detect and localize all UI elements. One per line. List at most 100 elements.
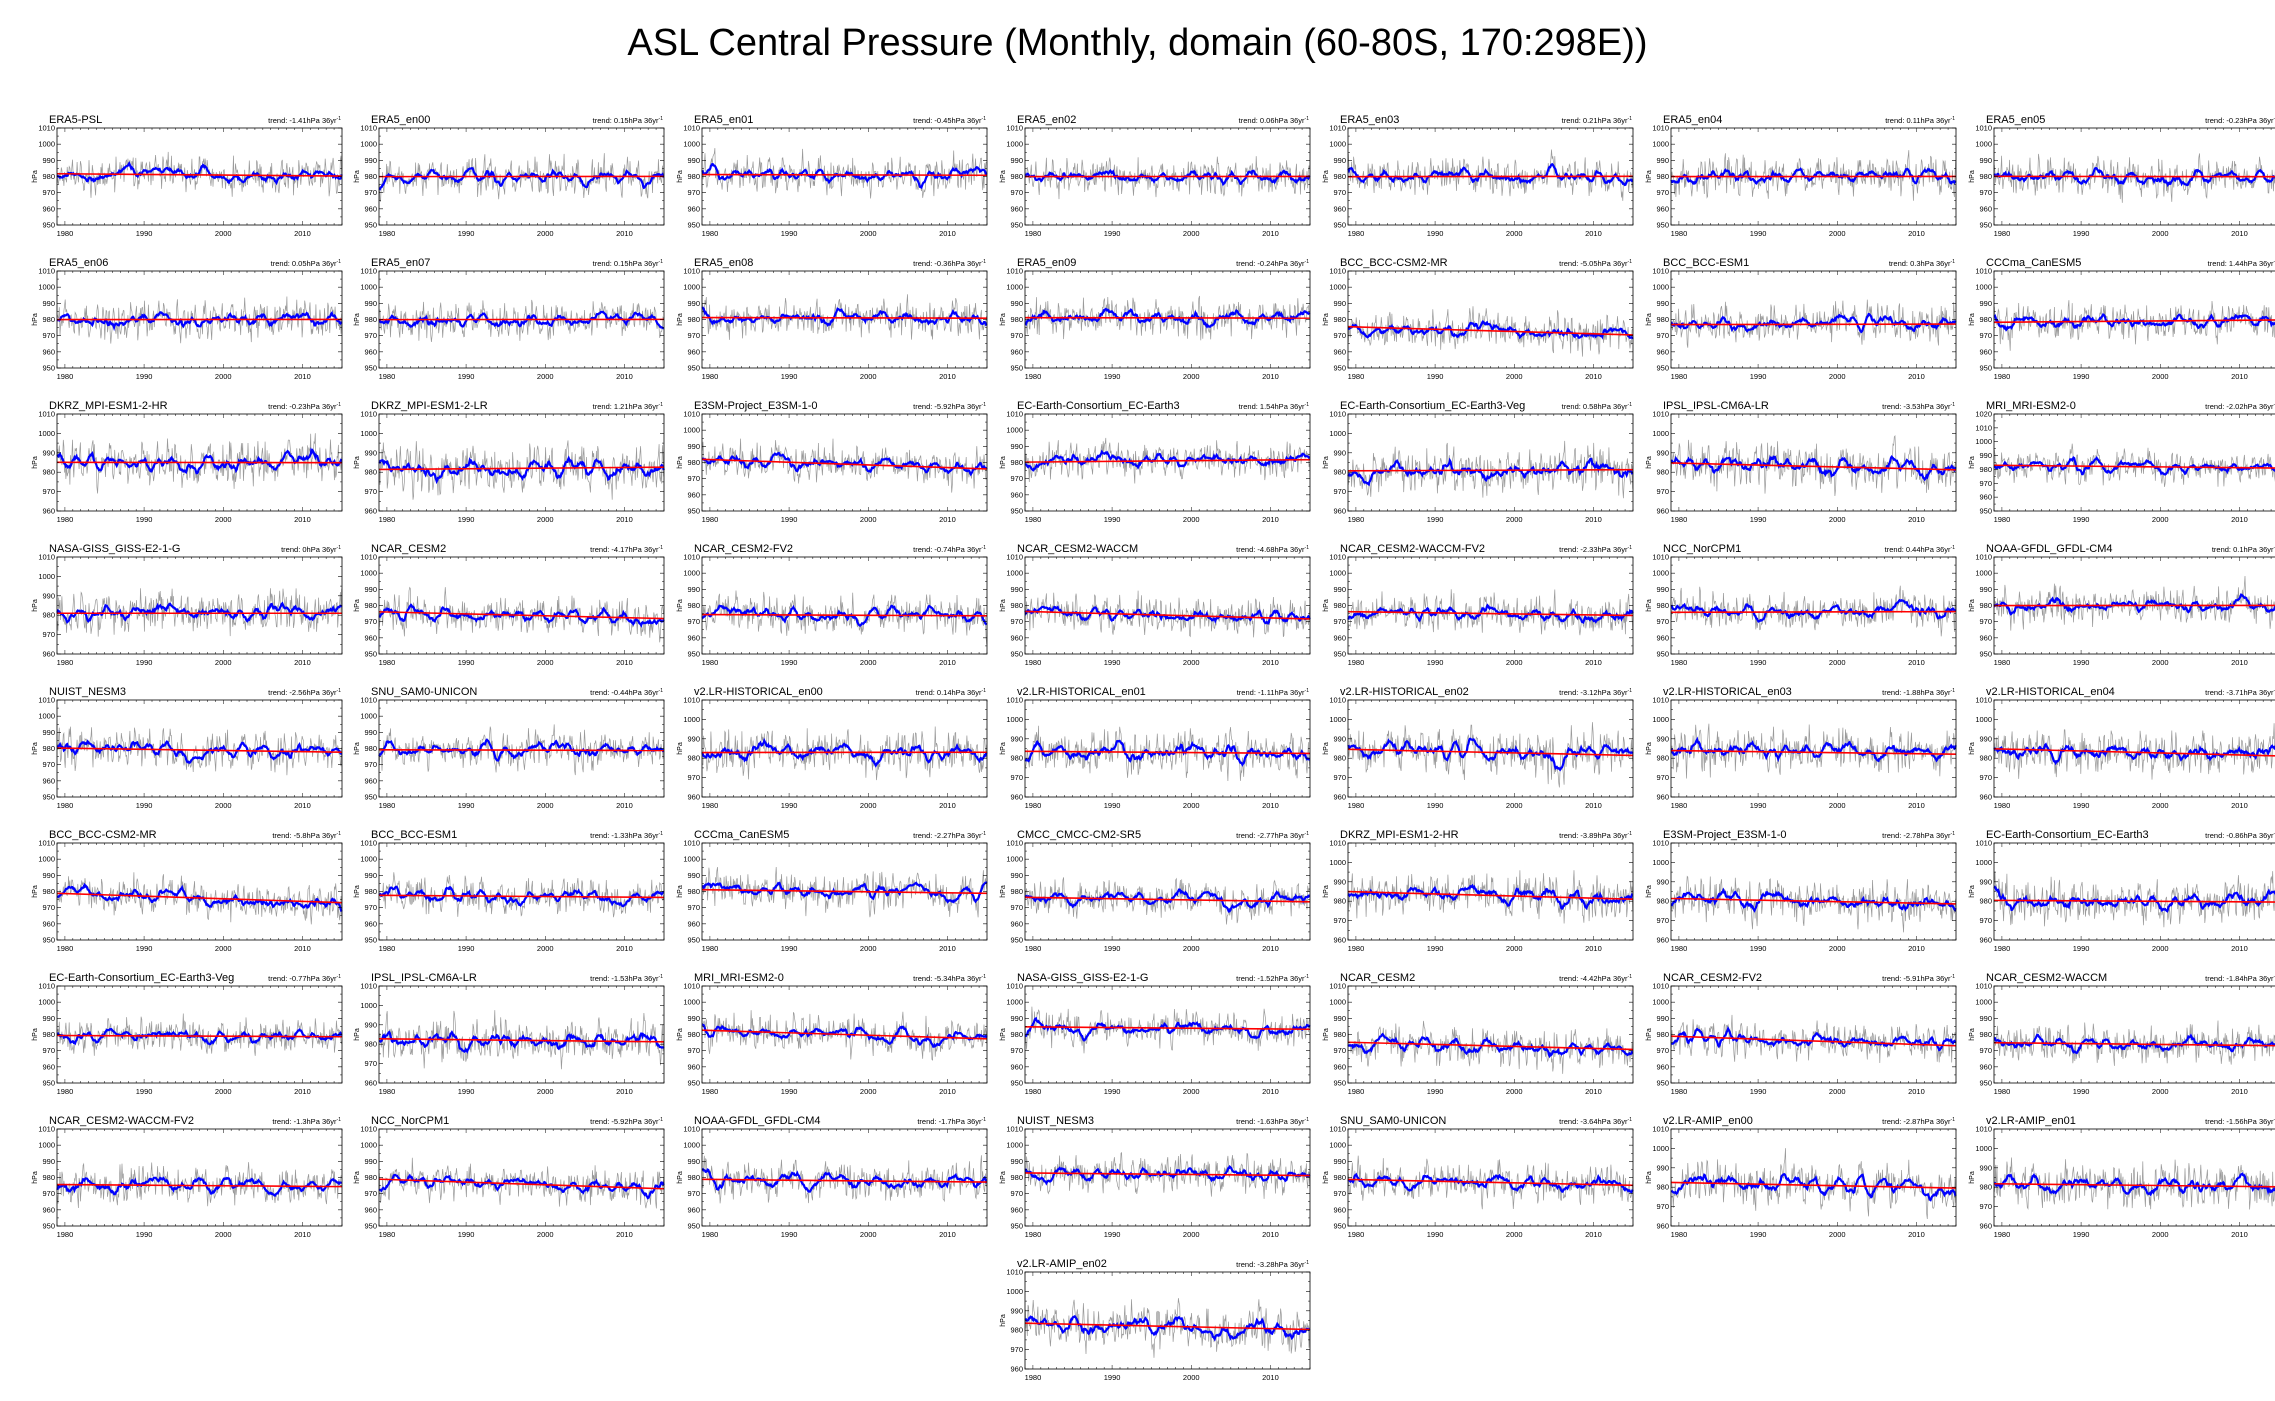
y-tick-label: 1000	[1006, 855, 1023, 864]
y-tick-label: 970	[1979, 331, 1992, 340]
x-tick-label: 2010	[294, 372, 311, 381]
smoothed-series-line	[1670, 736, 1957, 763]
panel-trend-label: trend: -2.78hPa 36yr-1	[1882, 831, 1955, 840]
y-tick-label: 970	[1333, 331, 1346, 340]
y-tick-label: 950	[687, 364, 700, 373]
x-tick-label: 2010	[1908, 801, 1925, 810]
y-tick-label: 980	[1333, 897, 1346, 906]
y-tick-label: 970	[364, 188, 377, 197]
panel-trend-exponent: -1	[1305, 259, 1310, 265]
y-tick-label: 1010	[38, 410, 55, 419]
panel-trend-text: trend: 0.05hPa 36yr	[271, 259, 337, 268]
panel-trend-text: trend: -3.12hPa 36yr	[1559, 688, 1628, 697]
panel-title: BCC_BCC-ESM1	[371, 829, 457, 841]
x-tick-label: 2000	[537, 801, 554, 810]
panel-NCAR_CESM2-FV2: NCAR_CESM2-FV2 trend: -0.74hPa 36yr-1 950 9…	[672, 541, 994, 671]
trend-line	[1347, 890, 1634, 900]
y-tick-label: 1000	[1652, 283, 1669, 292]
y-axis-label: hPa	[1323, 742, 1330, 755]
monthly-series-line	[701, 726, 988, 781]
y-axis-label: hPa	[677, 170, 684, 183]
panel-trend-text: trend: -2.02hPa 36yr	[2205, 402, 2274, 411]
x-tick-label: 2010	[939, 658, 956, 667]
panel-title: EC-Earth-Consortium_EC-Earth3-Veg	[1340, 400, 1525, 412]
y-tick-label: 970	[364, 903, 377, 912]
panel-trend-label: trend: 0.05hPa 36yr-1	[271, 259, 342, 268]
y-axis-label: hPa	[32, 170, 39, 183]
y-tick-label: 990	[1333, 877, 1346, 886]
y-tick-label: 990	[1333, 299, 1346, 308]
panel-plot: ERA5_en03 trend: 0.21hPa 36yr-1 950 960 970 9…	[1323, 114, 1634, 238]
y-tick-label: 980	[687, 601, 700, 610]
y-tick-label: 1010	[1975, 553, 1992, 562]
x-tick-label: 1980	[1348, 229, 1365, 238]
trend-line	[1993, 899, 2275, 903]
x-tick-label: 1990	[136, 944, 153, 953]
panel-series	[1024, 590, 1311, 638]
smoothed-series-line	[1993, 885, 2275, 913]
panel-series	[56, 726, 343, 776]
x-tick-label: 1990	[1104, 372, 1121, 381]
y-tick-label: 1010	[1329, 124, 1346, 133]
panel-trend-text: trend: -5.05hPa 36yr	[1559, 259, 1628, 268]
y-tick-label: 960	[42, 507, 55, 516]
panel-series	[1993, 443, 2275, 487]
y-tick-label: 990	[42, 448, 55, 457]
x-tick-label: 1980	[1994, 229, 2011, 238]
y-axis-label: hPa	[1646, 599, 1653, 612]
panel-title: DKRZ_MPI-ESM1-2-LR	[371, 400, 488, 412]
y-tick-label: 1010	[1006, 267, 1023, 276]
x-tick-label: 1980	[1025, 801, 1042, 810]
x-tick-label: 2010	[616, 944, 633, 953]
y-tick-label: 960	[1979, 793, 1992, 802]
smoothed-series-line	[1670, 312, 1957, 334]
x-tick-label: 2000	[1183, 229, 1200, 238]
panel-title: v2.LR-HISTORICAL_en03	[1663, 686, 1792, 698]
panel-plot: ERA5_en04 trend: 0.11hPa 36yr-1 950 960 970 9…	[1646, 114, 1957, 238]
panel-plot: BCC_BCC-CSM2-MR trend: -5.05hPa 36yr-1 950…	[1323, 257, 1634, 381]
y-tick-label: 950	[1979, 364, 1992, 373]
x-tick-label: 1990	[1427, 658, 1444, 667]
panel-plot: IPSL_IPSL-CM6A-LR trend: -3.53hPa 36yr-1 9…	[1646, 400, 1957, 524]
trend-line	[1993, 747, 2275, 757]
x-tick-label: 1990	[1104, 801, 1121, 810]
y-tick-label: 1010	[38, 696, 55, 705]
x-tick-label: 2010	[939, 372, 956, 381]
y-tick-label: 970	[1010, 773, 1023, 782]
y-tick-label: 960	[1656, 633, 1669, 642]
y-axis-label: hPa	[677, 885, 684, 898]
y-tick-label: 970	[1333, 916, 1346, 925]
x-tick-label: 1990	[781, 944, 798, 953]
panel-title: NCAR_CESM2-WACCM	[1017, 543, 1138, 555]
y-tick-label: 990	[42, 591, 55, 600]
y-tick-label: 970	[1656, 487, 1669, 496]
y-tick-label: 990	[687, 871, 700, 880]
x-tick-label: 1980	[702, 372, 719, 381]
x-tick-label: 2010	[294, 229, 311, 238]
y-tick-label: 970	[1010, 188, 1023, 197]
x-tick-label: 1990	[781, 515, 798, 524]
x-tick-label: 1980	[379, 944, 396, 953]
y-tick-label: 990	[364, 156, 377, 165]
y-axis-label: hPa	[354, 170, 361, 183]
panel-trend-label: trend: -2.77hPa 36yr-1	[1236, 831, 1309, 840]
panel-ERA5_en05: ERA5_en05 trend: -0.23hPa 36yr-1 950 960 970…	[1964, 112, 2275, 242]
panel-trend-label: trend: -3.12hPa 36yr-1	[1559, 688, 1632, 697]
panel-plot: v2.LR-HISTORICAL_en02 trend: -3.12hPa 36y…	[1323, 686, 1634, 810]
panel-plot: ERA5_en05 trend: -0.23hPa 36yr-1 950 960 970…	[1969, 114, 2275, 238]
panel-plot: MRI_MRI-ESM2-0 trend: -2.02hPa 36yr-1 950 9…	[1969, 400, 2275, 524]
panel-trend-text: trend: -1.41hPa 36yr	[268, 116, 337, 125]
plot-frame	[1024, 842, 1311, 941]
y-axis-label: hPa	[1000, 313, 1007, 326]
x-tick-label: 2010	[2231, 515, 2248, 524]
x-tick-label: 2010	[939, 944, 956, 953]
panel-ERA5_en01: ERA5_en01 trend: -0.45hPa 36yr-1 950 960 970…	[672, 112, 994, 242]
x-tick-label: 1980	[57, 944, 74, 953]
smoothed-series-line	[1993, 455, 2275, 476]
y-tick-label: 1010	[1006, 839, 1023, 848]
y-tick-label: 960	[1656, 936, 1669, 945]
panel-trend-exponent: -1	[2274, 688, 2275, 694]
panel-series	[56, 433, 343, 494]
y-tick-label: 980	[42, 744, 55, 753]
panel-trend-exponent: -1	[337, 402, 342, 408]
